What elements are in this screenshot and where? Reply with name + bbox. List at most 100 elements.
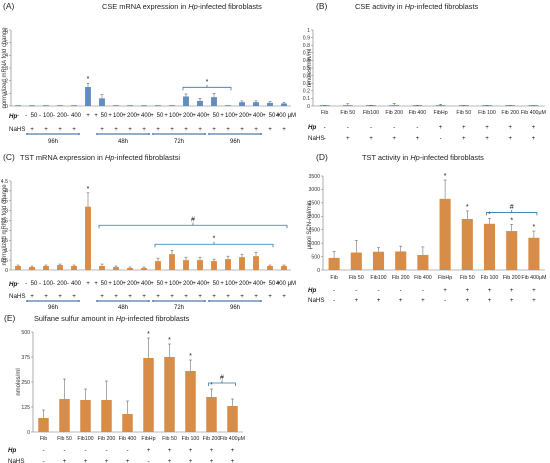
bar [113, 267, 119, 270]
hp-row-symbol: + [488, 287, 492, 294]
bar [395, 251, 407, 270]
bar [141, 268, 147, 270]
hp-row-symbol: + [510, 287, 514, 294]
y-tick-label: 6 [5, 28, 8, 34]
time-group-end [148, 300, 150, 302]
hp-row-symbol: - [39, 280, 41, 287]
bracket-mark: * [206, 79, 209, 86]
hp-row-symbol: - [42, 447, 44, 454]
nahs-row-symbol: + [508, 135, 512, 142]
title-part: Hp [105, 153, 114, 162]
y-tick-label: 4 [5, 189, 8, 195]
time-group-label: 72h [174, 305, 184, 311]
bar [528, 237, 540, 270]
nahs-row-symbol: + [532, 297, 536, 304]
title-part: Hp [405, 2, 414, 11]
bar [389, 105, 400, 106]
significance-star: * [533, 224, 536, 231]
time-group-end [204, 133, 206, 135]
bar-series [38, 337, 238, 432]
nahs-row-symbol: + [240, 293, 244, 300]
significance-star: * [210, 382, 213, 389]
time-group-label: 96h [48, 305, 58, 311]
dose-label: 400 [141, 113, 152, 119]
nahs-row-symbol: + [100, 126, 104, 133]
x-category-label: Fib 400 [119, 436, 137, 442]
title-part: -infected fibroblasts [125, 314, 189, 323]
x-category-label: Fib 200 [501, 110, 519, 116]
nahs-row-symbol: + [268, 126, 272, 133]
bar [71, 266, 77, 270]
hp-row-symbol: + [136, 280, 140, 287]
y-tick-label: 1.5 [1, 238, 8, 244]
nahs-row-symbol: - [444, 297, 446, 304]
hp-row-symbol: + [178, 112, 182, 119]
significance-star: * [168, 337, 171, 344]
dose-label: 200 [127, 281, 138, 287]
significance-star: * [87, 186, 90, 193]
title-part: -infected fibroblasts [198, 2, 262, 11]
x-category-label: Fib 200 [385, 110, 403, 116]
time-group-label: 48h [118, 305, 128, 311]
title-part: Hp [410, 153, 419, 162]
bar [15, 266, 21, 270]
bar [225, 105, 231, 106]
nahs-row-symbol: + [72, 293, 76, 300]
bar [29, 105, 35, 106]
panel-a: (A) CSE mRNA expression in Hp-infected fi… [2, 1, 296, 145]
nahs-row-symbol: + [377, 297, 381, 304]
nahs-row-symbol: + [105, 458, 109, 463]
hp-row-symbol: - [17, 280, 19, 287]
y-tick-label: 0.1 [303, 96, 310, 102]
title-part: TST mRNA expression in [20, 153, 105, 162]
nahs-row-symbol: + [142, 126, 146, 133]
hp-row-symbol: + [206, 280, 210, 287]
x-category-label: Fib 400μM [521, 275, 546, 281]
y-axis-label: normalized mRNA fold change [2, 27, 8, 109]
dose-label: 400 [71, 113, 82, 119]
time-group-label: 96h [48, 139, 58, 145]
time-group-end [148, 133, 150, 135]
bracket-mark: # [510, 204, 514, 211]
nahs-row-symbol: + [84, 458, 88, 463]
bar [164, 357, 175, 432]
hp-row-symbol: + [94, 112, 98, 119]
x-category-label: Fib 400μM [220, 436, 245, 442]
y-tick-label: 0.7 [303, 51, 310, 57]
panel-label: (A) [3, 1, 15, 11]
y-tick-label: 125 [21, 405, 30, 411]
bar [141, 105, 147, 106]
y-tick-label: 3 [5, 208, 8, 214]
dose-label: 50 [101, 113, 108, 119]
chart-title: TST mRNA expression in Hp-infected fibro… [20, 153, 180, 162]
hp-row-symbol: + [443, 287, 447, 294]
bar [99, 266, 105, 270]
x-category-label: Fib100 [363, 110, 379, 116]
nahs-row-symbol: + [184, 126, 188, 133]
time-group-end [204, 300, 206, 302]
x-category-label: Fib 400 [409, 110, 427, 116]
dose-label: 200 [127, 113, 138, 119]
bar [29, 267, 35, 270]
dose-label: 100 [225, 113, 236, 119]
bar [71, 105, 77, 106]
time-group-label: 96h [230, 139, 240, 145]
bar [461, 218, 473, 270]
title-part: CSE mRNA expression in [102, 2, 188, 11]
hp-row-symbol: - [63, 447, 65, 454]
nahs-row-symbol: + [282, 126, 286, 133]
y-axis-label: nmoles/ml [16, 368, 22, 395]
time-group-end [152, 300, 154, 302]
bar [350, 252, 362, 270]
nahs-row-symbol: + [210, 458, 214, 463]
nahs-row-symbol: + [198, 293, 202, 300]
nahs-row-symbol: - [440, 135, 442, 142]
nahs-row-symbol: + [462, 135, 466, 142]
hp-row-symbol: + [147, 447, 151, 454]
bar [342, 105, 353, 106]
hp-row-symbol: - [393, 124, 395, 131]
hp-row-symbol: + [462, 124, 466, 131]
nahs-row-symbol: + [399, 297, 403, 304]
y-tick-label: 0 [27, 430, 30, 436]
hp-row-symbol: + [192, 112, 196, 119]
